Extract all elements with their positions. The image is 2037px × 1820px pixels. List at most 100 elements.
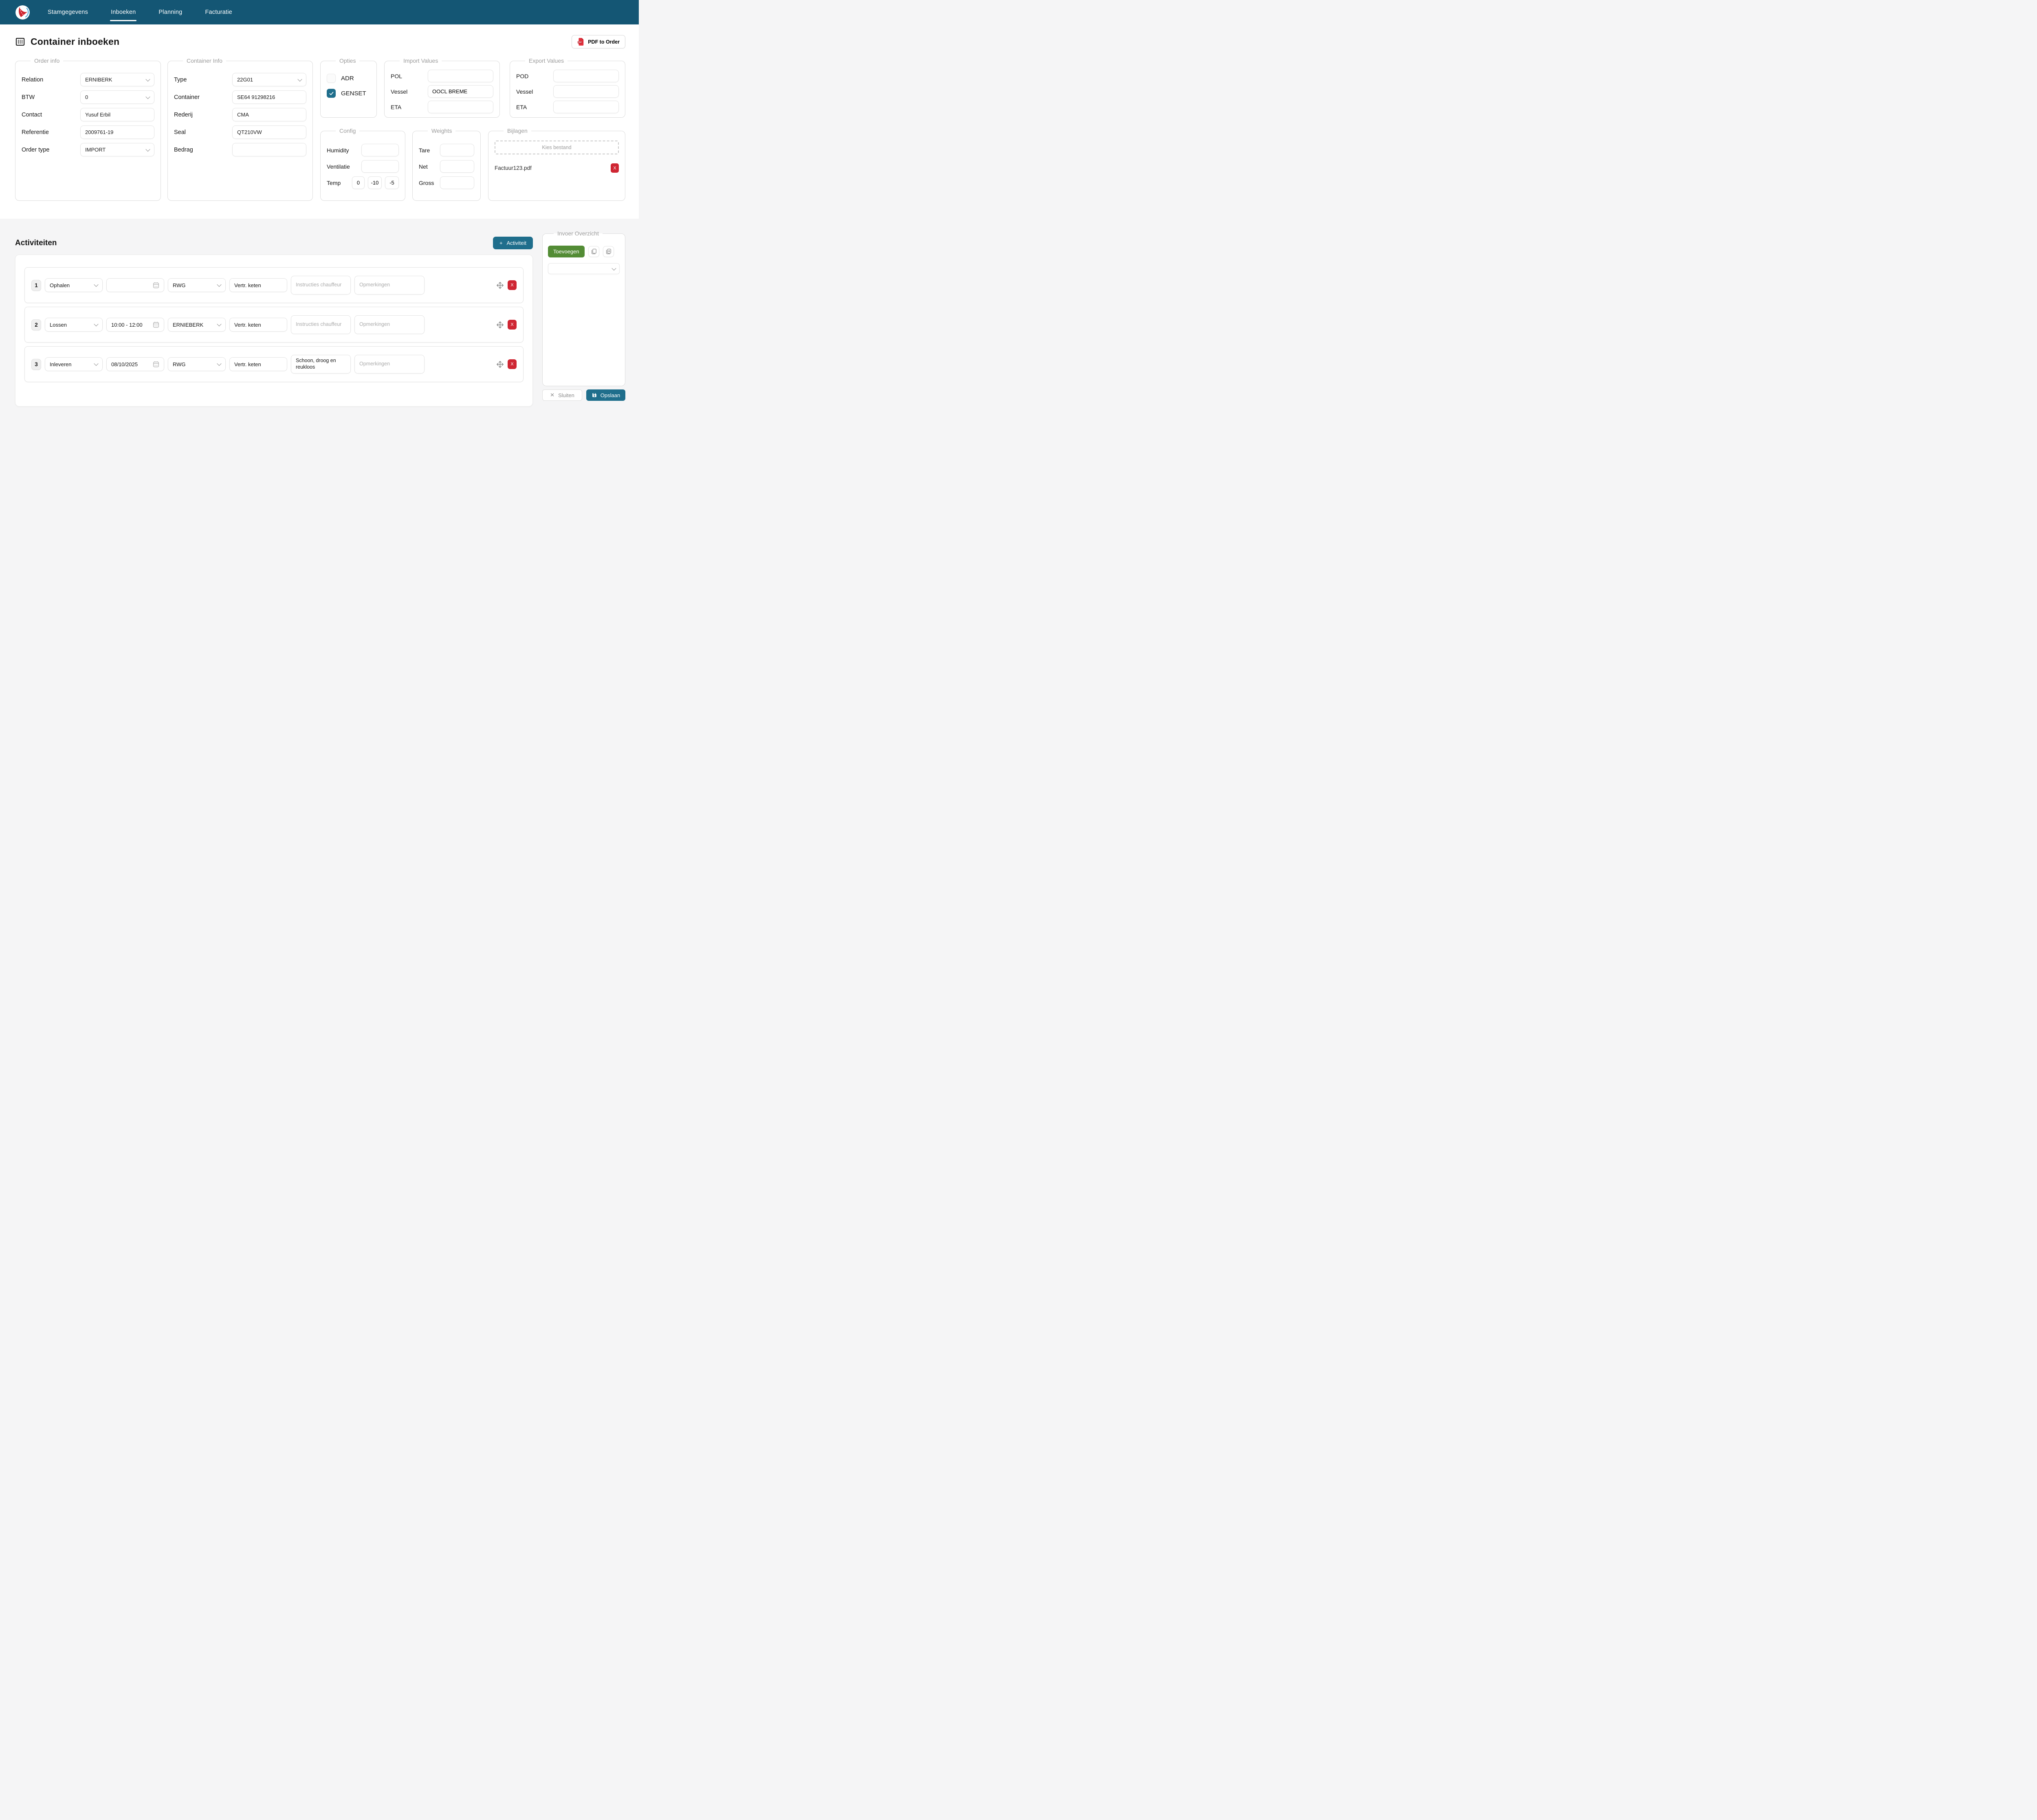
- temp-field-1[interactable]: [352, 176, 365, 189]
- driver-instructions-textarea[interactable]: Instructies chauffeur: [291, 276, 351, 295]
- nav-item-inboeken[interactable]: Inboeken: [110, 7, 137, 21]
- activity-date-input[interactable]: [106, 278, 164, 292]
- copy-plus-icon: [605, 248, 612, 255]
- activity-keten-value: Vertr. keten: [234, 361, 261, 367]
- import-eta-label: ETA: [391, 103, 402, 110]
- type-select[interactable]: 22G01: [232, 73, 306, 86]
- overview-select[interactable]: [548, 263, 620, 274]
- container-number-field[interactable]: [232, 90, 306, 104]
- activity-location-select[interactable]: ERNIEBERK: [168, 318, 226, 332]
- activity-keten-value: Vertr. keten: [234, 321, 261, 328]
- delete-activity-button[interactable]: X: [508, 320, 517, 330]
- activity-location-select[interactable]: RWG: [168, 357, 226, 371]
- ventilatie-label: Ventilatie: [327, 163, 350, 170]
- save-icon: [592, 392, 597, 398]
- chevron-down-icon: [145, 94, 150, 99]
- net-field[interactable]: [440, 160, 474, 173]
- attachment-filename: Factuur123.pdf: [495, 165, 532, 171]
- genset-checkbox[interactable]: [327, 89, 336, 98]
- opslaan-button[interactable]: Opslaan: [586, 389, 625, 401]
- nav-item-planning[interactable]: Planning: [158, 9, 183, 15]
- contact-field[interactable]: [80, 108, 154, 121]
- humidity-field[interactable]: [361, 144, 399, 156]
- copy-icon: [591, 248, 597, 255]
- order-type-label: Order type: [22, 146, 50, 153]
- import-eta-field[interactable]: [428, 101, 493, 113]
- copy-add-button[interactable]: [603, 246, 614, 257]
- import-vessel-label: Vessel: [391, 88, 408, 95]
- driver-instructions-textarea[interactable]: Schoon, droog en reukloos: [291, 355, 351, 374]
- genset-checkbox-row[interactable]: GENSET: [327, 89, 370, 98]
- btw-select[interactable]: 0: [80, 90, 154, 104]
- activity-row-2: 2 Lossen 10:00 - 12:00 ERNIEBERK Vertr. …: [24, 307, 524, 343]
- weights-legend: Weights: [431, 127, 452, 134]
- nav-item-facturatie[interactable]: Facturatie: [205, 9, 232, 15]
- activity-location-select[interactable]: RWG: [168, 278, 226, 292]
- import-vessel-field[interactable]: [428, 85, 493, 98]
- tare-field[interactable]: [440, 144, 474, 156]
- ventilatie-field[interactable]: [361, 160, 399, 173]
- opslaan-label: Opslaan: [600, 392, 620, 398]
- relation-select[interactable]: ERNIBERK: [80, 73, 154, 86]
- activity-date-input[interactable]: 08/10/2025: [106, 357, 164, 371]
- delete-activity-button[interactable]: X: [508, 280, 517, 290]
- rederij-label: Rederij: [174, 111, 193, 118]
- remarks-placeholder: Opmerkingen: [359, 361, 390, 367]
- drag-move-icon[interactable]: [496, 281, 504, 289]
- temp-label: Temp: [327, 179, 341, 186]
- seal-field[interactable]: [232, 125, 306, 139]
- gross-field[interactable]: [440, 176, 474, 189]
- file-upload-dropzone[interactable]: Kies bestand: [495, 141, 619, 154]
- bedrag-field[interactable]: [232, 143, 306, 156]
- adr-checkbox[interactable]: [327, 74, 336, 83]
- activity-type-value: Lossen: [50, 321, 67, 328]
- rederij-field[interactable]: [232, 108, 306, 121]
- chevron-down-icon: [297, 77, 302, 81]
- pod-field[interactable]: [553, 70, 619, 82]
- tare-label: Tare: [419, 147, 430, 154]
- activity-number-badge: 1: [31, 279, 41, 291]
- delete-activity-button[interactable]: X: [508, 359, 517, 369]
- activity-type-select[interactable]: Inleveren: [45, 357, 103, 371]
- driver-instructions-textarea[interactable]: Instructies chauffeur: [291, 315, 351, 334]
- drag-move-icon[interactable]: [496, 321, 504, 329]
- pol-field[interactable]: [428, 70, 493, 82]
- contact-label: Contact: [22, 111, 42, 118]
- toevoegen-button[interactable]: Toevoegen: [548, 246, 585, 257]
- sluiten-button[interactable]: ✕ Sluiten: [542, 389, 582, 401]
- referentie-field[interactable]: [80, 125, 154, 139]
- bijlagen-legend: Bijlagen: [507, 127, 528, 134]
- temp-field-3[interactable]: [385, 176, 399, 189]
- adr-checkbox-row[interactable]: ADR: [327, 74, 370, 83]
- nav-item-stamgegevens[interactable]: Stamgegevens: [48, 9, 88, 15]
- drag-move-icon[interactable]: [496, 360, 504, 368]
- container-info-fieldset: Container Info Type 22G01 Container Rede…: [167, 57, 313, 201]
- activity-type-select[interactable]: Lossen: [45, 318, 103, 332]
- opties-fieldset: Opties ADR GENSET: [320, 57, 377, 118]
- delete-attachment-button[interactable]: X: [611, 163, 619, 173]
- chevron-down-icon: [94, 321, 99, 327]
- referentie-label: Referentie: [22, 129, 49, 136]
- temp-field-2[interactable]: [368, 176, 382, 189]
- genset-label: GENSET: [341, 90, 366, 97]
- chevron-down-icon: [94, 282, 99, 287]
- activity-keten-input[interactable]: Vertr. keten: [229, 357, 287, 371]
- activity-date-input[interactable]: 10:00 - 12:00: [106, 318, 164, 332]
- pdf-to-order-button[interactable]: PDF to Order: [572, 35, 625, 48]
- activity-keten-input[interactable]: Vertr. keten: [229, 278, 287, 292]
- chevron-down-icon: [217, 282, 222, 287]
- remarks-textarea[interactable]: Opmerkingen: [354, 276, 425, 295]
- add-activity-button[interactable]: + Activiteit: [493, 237, 533, 249]
- remarks-textarea[interactable]: Opmerkingen: [354, 315, 425, 334]
- activity-keten-input[interactable]: Vertr. keten: [229, 318, 287, 332]
- remarks-textarea[interactable]: Opmerkingen: [354, 355, 425, 374]
- export-eta-field[interactable]: [553, 101, 619, 113]
- chevron-down-icon: [217, 321, 222, 327]
- invoer-overzicht-fieldset: Invoer Overzicht Toevoegen: [542, 230, 625, 386]
- app-logo: [15, 5, 30, 20]
- activity-type-select[interactable]: Ophalen: [45, 278, 103, 292]
- copy-button[interactable]: [588, 246, 599, 257]
- export-vessel-field[interactable]: [553, 85, 619, 98]
- order-type-select[interactable]: IMPORT: [80, 143, 154, 156]
- activity-number-badge: 3: [31, 358, 41, 370]
